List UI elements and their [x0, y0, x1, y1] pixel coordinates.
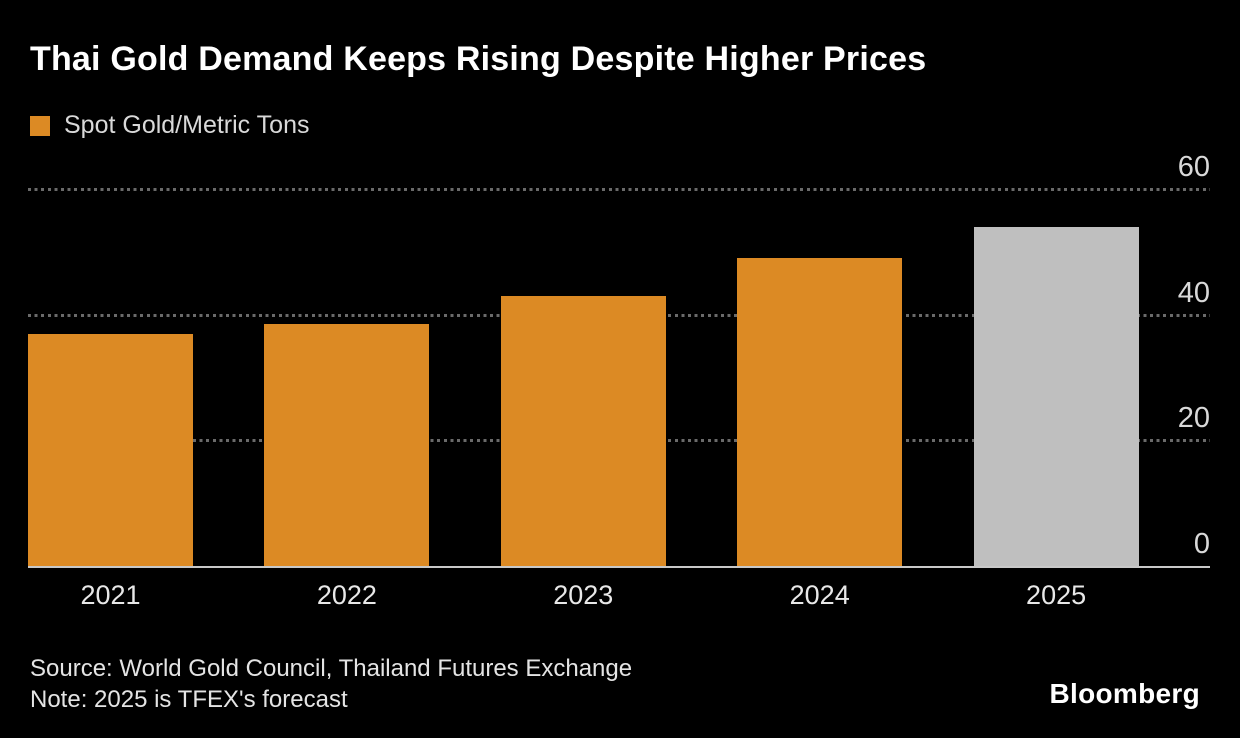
- legend-swatch-icon: [30, 115, 50, 136]
- ytick-label-40: 40: [1177, 276, 1210, 309]
- x-axis: 2021 2022 2023 2024 2025: [28, 580, 1210, 620]
- bar-2022: [264, 324, 430, 566]
- xtick-label-2022: 2022: [316, 580, 377, 610]
- bar-2021: [28, 333, 193, 566]
- footer-notes: Source: World Gold Council, Thailand Fut…: [30, 653, 632, 715]
- xtick-label-2021: 2021: [80, 580, 141, 610]
- ytick-label-20: 20: [1177, 402, 1210, 435]
- xtick-label-2023: 2023: [553, 580, 614, 610]
- note-line: Note: 2025 is TFEX's forecast: [30, 686, 348, 713]
- bar-2025: [973, 226, 1139, 566]
- plot-area: 0 20 40 60: [28, 151, 1210, 568]
- ytick-label-60: 60: [1177, 151, 1210, 183]
- source-line: Source: World Gold Council, Thailand Fut…: [30, 655, 633, 682]
- legend-label: Spot Gold/Metric Tons: [64, 111, 310, 139]
- bar-2023: [500, 295, 666, 566]
- bloomberg-logo: Bloomberg: [1049, 678, 1200, 709]
- gridline-60: [28, 188, 1210, 191]
- ytick-label-0: 0: [1193, 528, 1210, 560]
- legend: Spot Gold/Metric Tons: [30, 111, 309, 140]
- bar-2024: [737, 258, 903, 566]
- chart-title: Thai Gold Demand Keeps Rising Despite Hi…: [30, 40, 927, 78]
- xtick-label-2025: 2025: [1026, 580, 1087, 610]
- xtick-label-2024: 2024: [789, 580, 850, 610]
